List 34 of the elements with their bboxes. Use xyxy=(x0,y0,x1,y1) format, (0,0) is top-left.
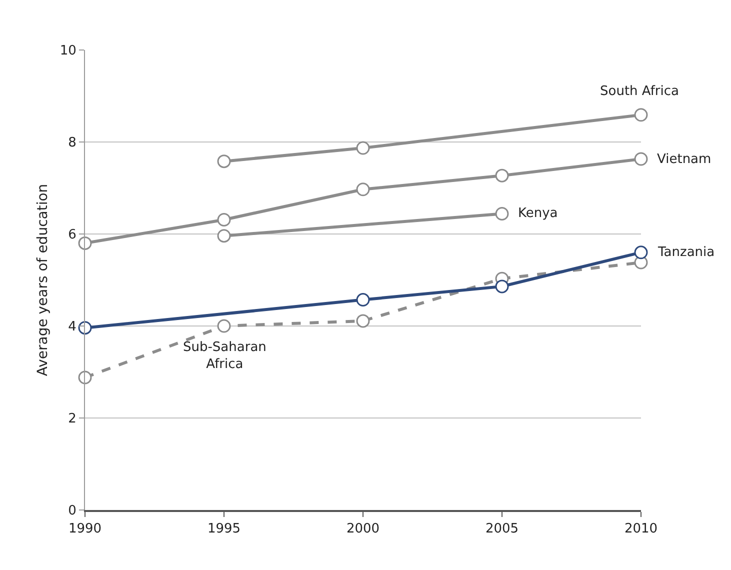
point xyxy=(356,141,370,155)
point xyxy=(634,152,648,166)
point xyxy=(217,229,231,243)
x-tick-label: 2000 xyxy=(346,521,380,536)
x-tick-label: 2005 xyxy=(485,521,519,536)
y-tick-label: 10 xyxy=(60,44,76,59)
point xyxy=(217,212,231,226)
point xyxy=(634,246,648,260)
annotation: Vietnam xyxy=(657,152,712,167)
x-tick-label: 1995 xyxy=(207,521,241,536)
annotation: Tanzania xyxy=(657,245,715,260)
y-axis-title: Average years of education xyxy=(35,184,51,376)
annotation: South Africa xyxy=(600,84,679,99)
y-tick-label: 4 xyxy=(68,320,76,335)
point xyxy=(78,321,92,335)
point xyxy=(634,108,648,122)
point xyxy=(495,168,509,182)
point xyxy=(495,280,509,294)
x-tick-label: 2010 xyxy=(624,521,658,536)
y-tick-label: 2 xyxy=(68,412,76,427)
point xyxy=(495,207,509,221)
point xyxy=(78,370,92,384)
y-tick-label: 6 xyxy=(68,228,76,243)
point xyxy=(356,314,370,328)
y-tick-label: 8 xyxy=(68,136,76,151)
point xyxy=(217,319,231,333)
point xyxy=(356,182,370,196)
x-tick-label: 1990 xyxy=(68,521,102,536)
annotation: Kenya xyxy=(518,206,558,221)
point xyxy=(78,236,92,250)
annotation: Sub-Saharan Africa xyxy=(183,340,266,372)
point xyxy=(356,293,370,307)
y-tick-label: 0 xyxy=(68,504,76,519)
point xyxy=(217,154,231,168)
